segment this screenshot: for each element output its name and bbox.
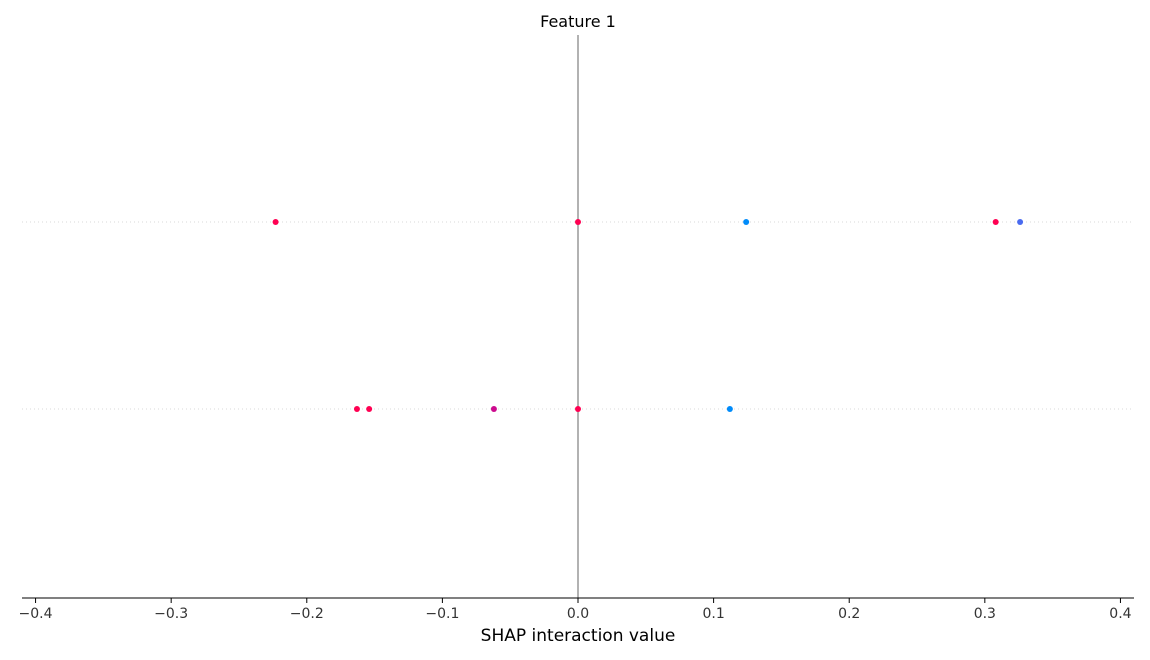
data-point xyxy=(575,406,581,412)
data-point xyxy=(575,219,581,225)
data-point xyxy=(353,406,360,412)
chart-title: Feature 1 xyxy=(540,12,616,31)
data-point xyxy=(1017,219,1024,225)
data-point xyxy=(992,219,999,225)
x-axis-label: SHAP interaction value xyxy=(481,626,676,646)
x-tick-label: 0.1 xyxy=(702,606,724,622)
x-tick-label: 0.2 xyxy=(838,606,860,622)
x-tick-label: 0.0 xyxy=(567,606,589,622)
x-tick-label: −0.3 xyxy=(154,606,188,622)
data-point xyxy=(490,406,497,412)
data-point xyxy=(726,406,733,412)
x-tick-label: −0.2 xyxy=(290,606,324,622)
data-point xyxy=(743,219,750,225)
x-axis-ticks: −0.4 −0.3 −0.2 −0.1 0.0 0.1 0.2 0.3 0.4 xyxy=(19,598,1132,622)
x-tick-label: −0.4 xyxy=(19,606,53,622)
data-points xyxy=(272,219,1024,412)
x-tick-label: −0.1 xyxy=(425,606,459,622)
data-point xyxy=(366,406,373,412)
x-tick-label: 0.4 xyxy=(1109,606,1131,622)
x-tick-label: 0.3 xyxy=(974,606,996,622)
data-point xyxy=(272,219,279,225)
